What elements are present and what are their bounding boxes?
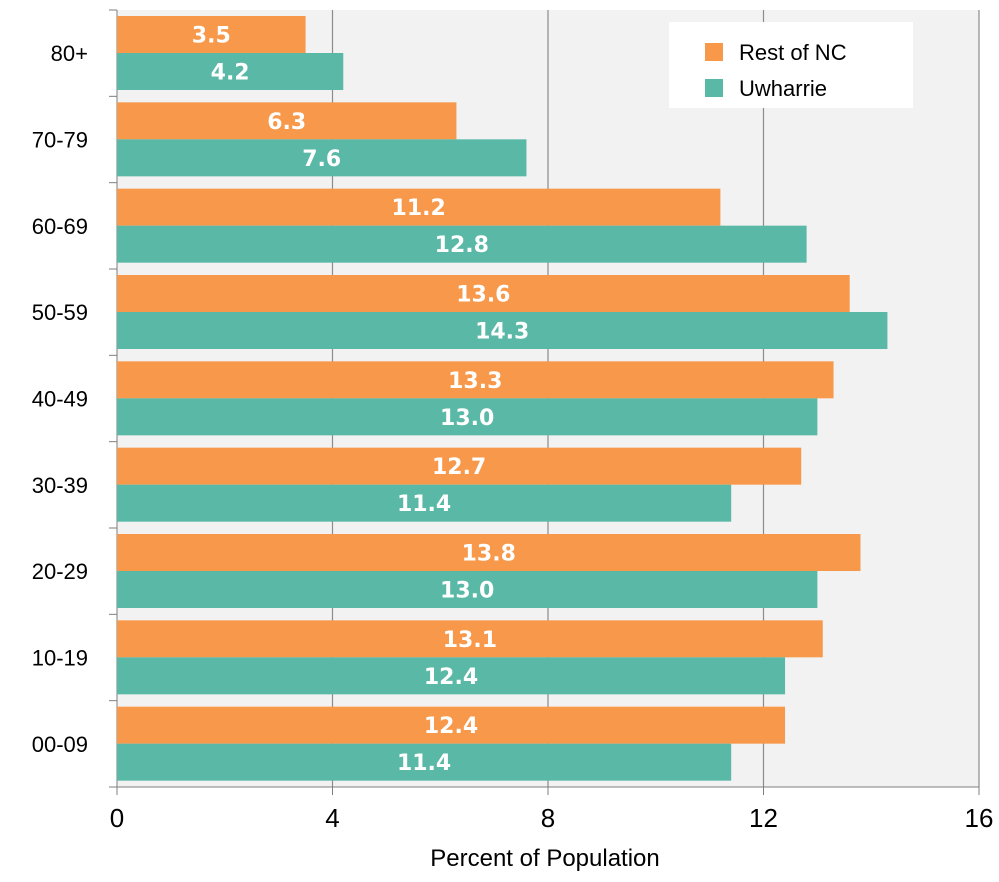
bar-uwharrie xyxy=(117,139,527,177)
x-tick-label: 16 xyxy=(965,803,994,833)
data-label: 6.3 xyxy=(267,110,306,135)
bar-uwharrie xyxy=(117,484,732,522)
data-label: 13.0 xyxy=(440,406,494,431)
category-label: 00-09 xyxy=(32,732,88,757)
category-label: 80+ xyxy=(51,41,88,66)
data-label: 13.6 xyxy=(456,283,510,308)
data-label: 7.6 xyxy=(302,147,341,172)
category-label: 20-29 xyxy=(32,559,88,584)
bar-uwharrie xyxy=(117,225,807,263)
category-label: 70-79 xyxy=(32,128,88,153)
bar-rest-of-nc xyxy=(117,188,721,226)
bar-rest-of-nc xyxy=(117,534,861,571)
data-label: 12.7 xyxy=(432,455,486,480)
x-tick-label: 4 xyxy=(325,803,339,833)
data-label: 14.3 xyxy=(475,320,529,345)
category-label: 30-39 xyxy=(32,473,88,498)
data-label: 13.3 xyxy=(448,369,502,394)
bar-rest-of-nc xyxy=(117,620,823,658)
data-label: 12.4 xyxy=(424,665,478,690)
data-label: 3.5 xyxy=(192,24,231,49)
category-label: 40-49 xyxy=(32,387,88,412)
data-label: 11.4 xyxy=(397,751,451,776)
x-axis-title: Percent of Population xyxy=(430,845,660,872)
bar-uwharrie xyxy=(117,398,818,436)
legend-label: Uwharrie xyxy=(739,76,827,101)
legend-swatch xyxy=(705,79,723,97)
bar-rest-of-nc xyxy=(117,447,802,485)
category-label: 60-69 xyxy=(32,214,88,239)
data-label: 12.4 xyxy=(424,714,478,739)
bar-rest-of-nc xyxy=(117,706,786,744)
data-label: 4.2 xyxy=(211,61,250,86)
data-label: 13.8 xyxy=(462,542,516,567)
bar-rest-of-nc xyxy=(117,16,306,53)
data-label: 12.8 xyxy=(435,233,489,258)
x-tick-label: 8 xyxy=(541,803,555,833)
data-label: 11.4 xyxy=(397,492,451,517)
bar-rest-of-nc xyxy=(117,275,850,312)
bar-uwharrie xyxy=(117,53,344,90)
data-label: 11.2 xyxy=(392,196,446,221)
bar-rest-of-nc xyxy=(117,361,834,399)
legend-swatch xyxy=(705,43,723,61)
x-tick-label: 0 xyxy=(110,803,124,833)
legend-label: Rest of NC xyxy=(739,40,847,65)
bar-uwharrie xyxy=(117,657,786,695)
bar-uwharrie xyxy=(117,571,818,608)
bar-uwharrie xyxy=(117,312,888,349)
bar-rest-of-nc xyxy=(117,102,457,140)
category-label: 10-19 xyxy=(32,646,88,671)
x-tick-label: 12 xyxy=(749,803,778,833)
data-label: 13.0 xyxy=(440,579,494,604)
category-label: 50-59 xyxy=(32,300,88,325)
bar-uwharrie xyxy=(117,743,732,781)
data-label: 13.1 xyxy=(443,628,497,653)
